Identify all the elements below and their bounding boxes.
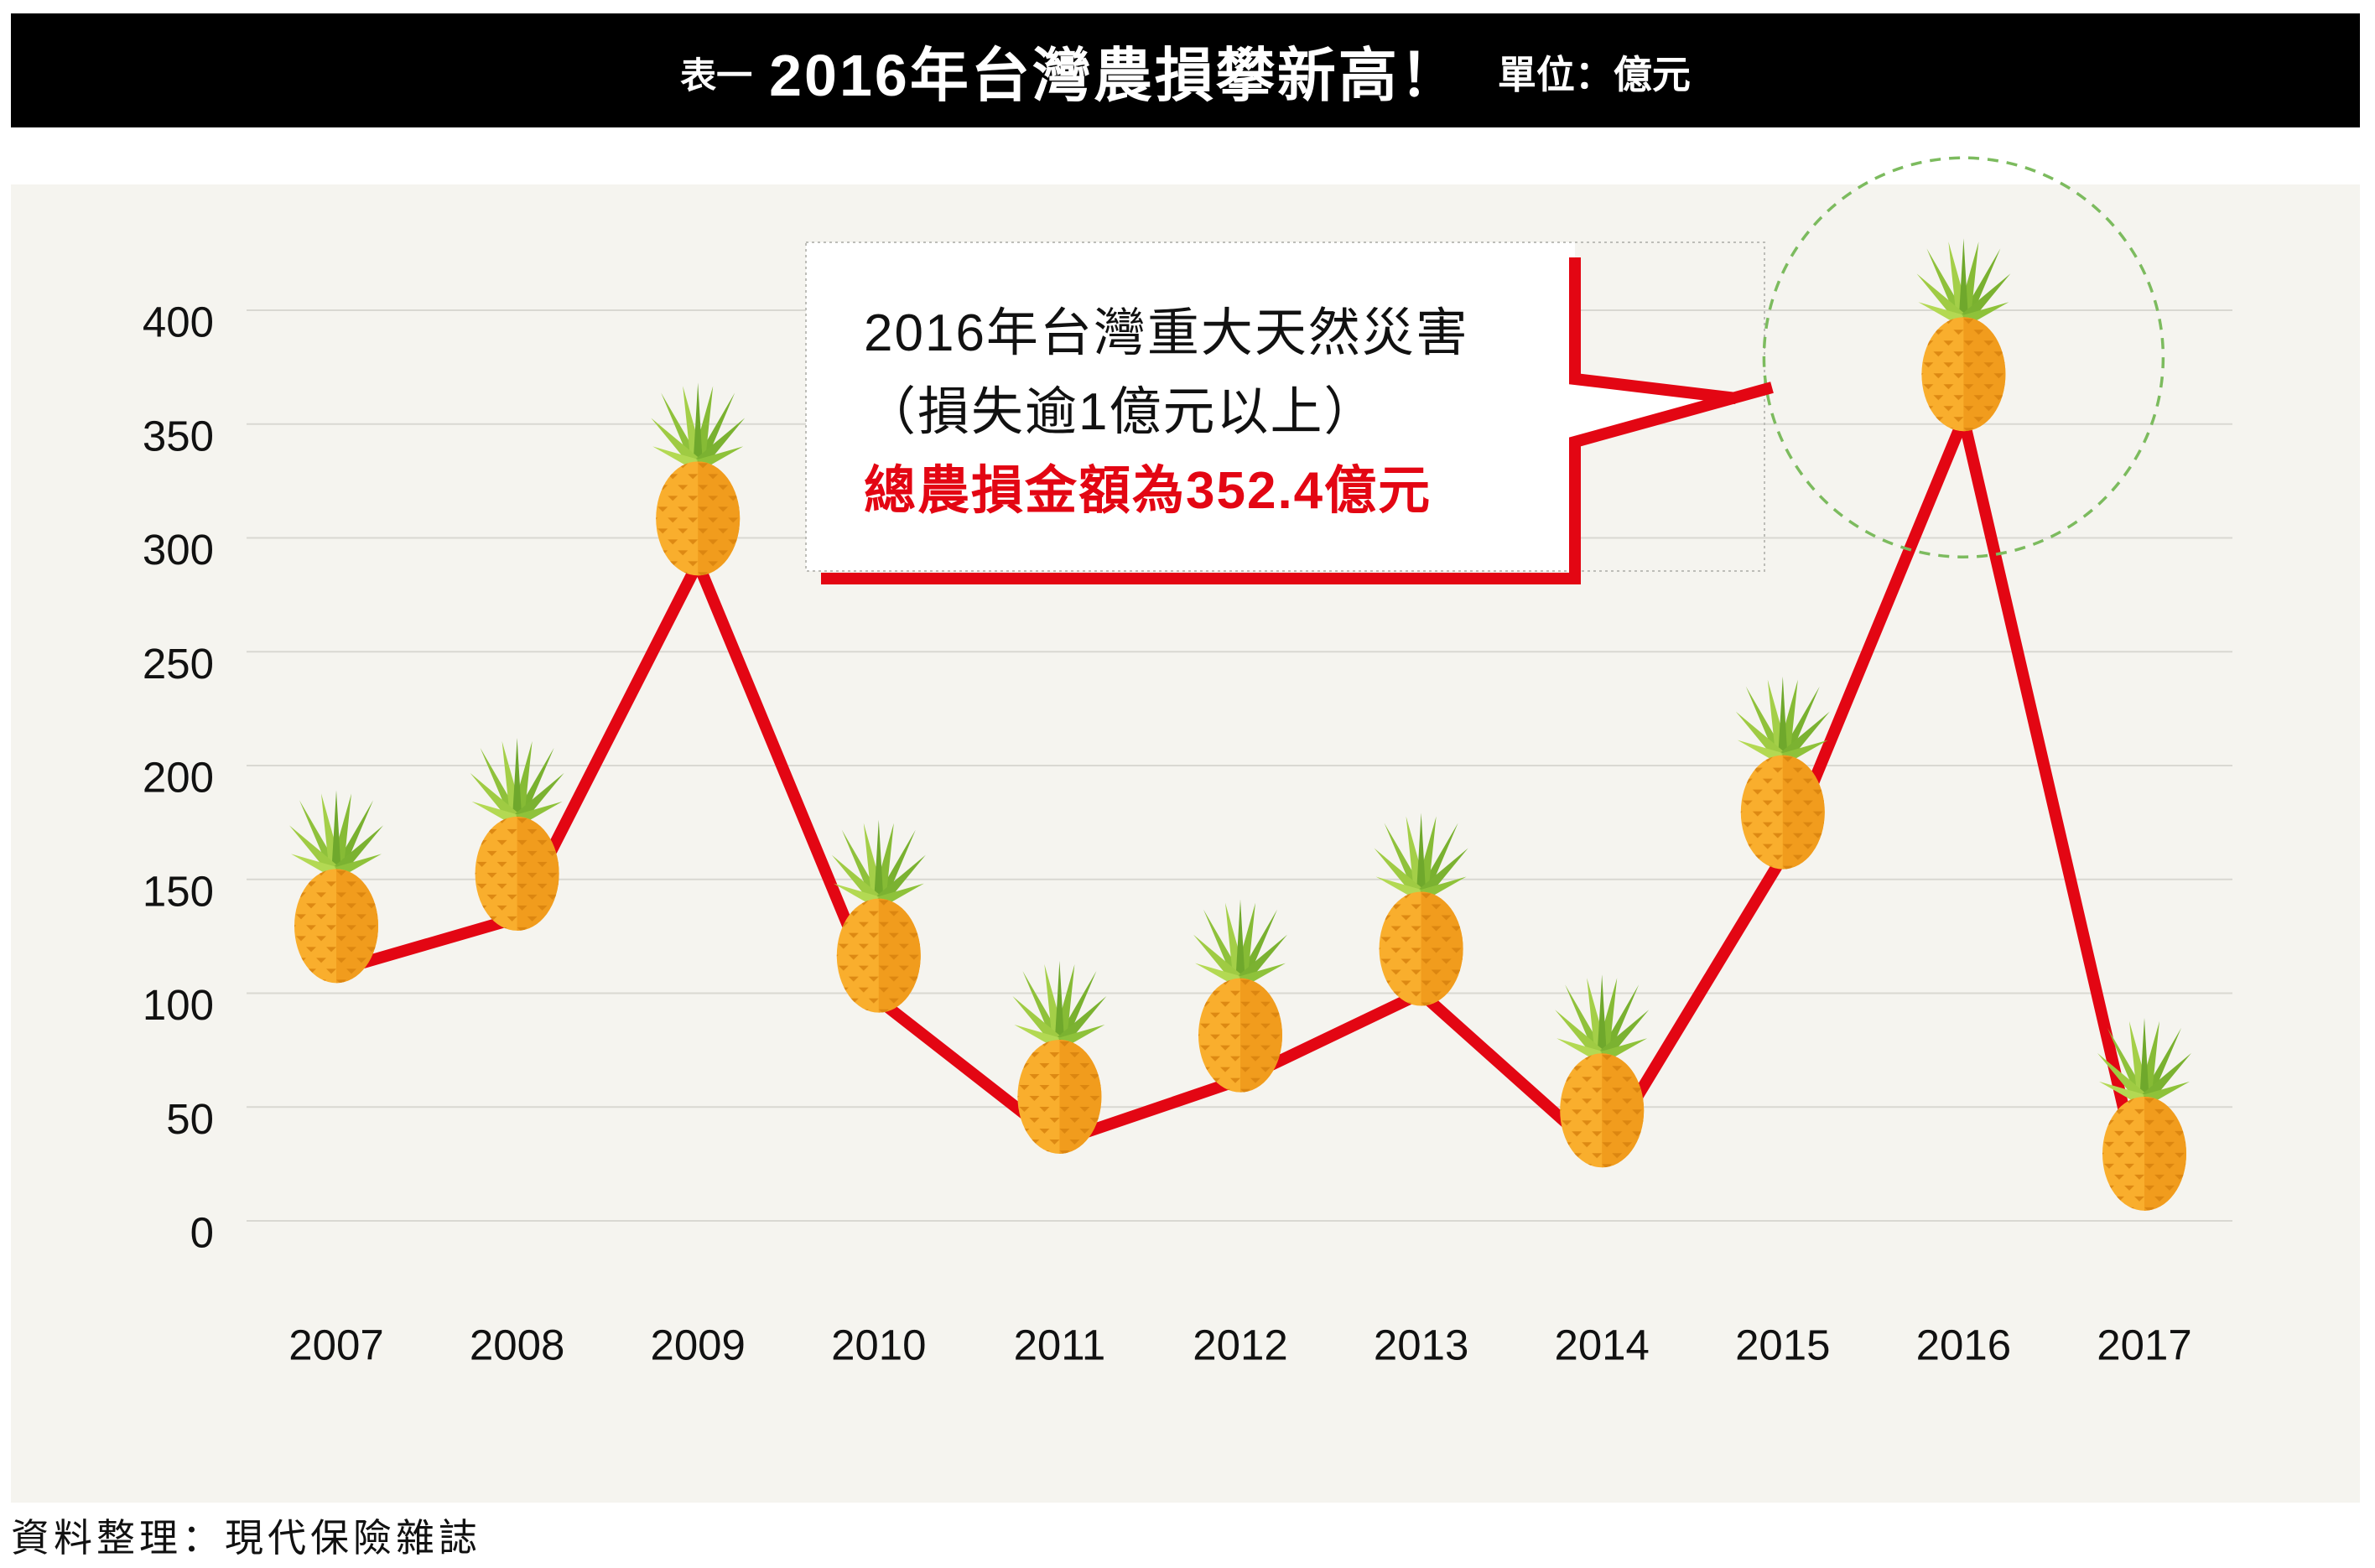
callout-background — [806, 242, 1575, 571]
table-number: 表一 — [680, 56, 753, 96]
callout-pointer-lower — [821, 382, 1774, 584]
x-tick-label: 2016 — [1916, 1321, 2011, 1369]
x-tick-label: 2010 — [831, 1321, 926, 1369]
y-tick-label: 150 — [143, 867, 214, 915]
x-tick-label: 2013 — [1374, 1321, 1468, 1369]
callout-line-2: （損失逾1億元以上） — [864, 383, 1377, 441]
callout-frame — [821, 257, 1774, 584]
callout-pointer-upper — [1569, 257, 1737, 404]
x-tick-label: 2012 — [1193, 1321, 1287, 1369]
chart-title: 2016年台灣農損攀新高！ — [769, 42, 1461, 108]
source-note: 資料整理：現代保險雜誌 — [11, 1517, 481, 1560]
y-tick-label: 400 — [143, 299, 214, 346]
y-tick-label: 100 — [143, 981, 214, 1029]
x-tick-label: 2008 — [470, 1321, 564, 1369]
x-tick-label: 2007 — [288, 1321, 383, 1369]
x-tick-label: 2017 — [2097, 1321, 2191, 1369]
y-tick-label: 200 — [143, 754, 214, 802]
callout-total-loss: 總農損金額為352.4億元 — [864, 462, 1432, 520]
y-tick-label: 250 — [143, 640, 214, 688]
unit-label: 單位：億元 — [1497, 53, 1691, 96]
x-tick-label: 2014 — [1554, 1321, 1649, 1369]
y-tick-label: 300 — [143, 526, 214, 574]
highlight — [1762, 156, 2165, 558]
callout-dotted-border — [805, 241, 1765, 572]
y-tick-label: 50 — [166, 1095, 214, 1143]
callout-box — [805, 241, 1765, 572]
y-axis: 400 350 300 250 200 150 100 50 0 — [143, 299, 214, 1257]
highlight-circle — [1762, 156, 2165, 558]
x-tick-label: 2011 — [1014, 1321, 1106, 1369]
y-tick-label: 350 — [143, 412, 214, 459]
x-axis: 2007 2008 2009 2010 2011 2012 2013 2014 2015 2016… — [288, 1321, 2191, 1369]
x-tick-label: 2015 — [1735, 1321, 1830, 1369]
y-tick-label: 0 — [190, 1209, 214, 1257]
x-tick-label: 2009 — [650, 1321, 745, 1369]
title-bar: 表一 2016年台灣農損攀新高！ 單位：億元 — [11, 13, 2360, 127]
callout-line-1: 2016年台灣重大天然災害 — [864, 304, 1469, 362]
